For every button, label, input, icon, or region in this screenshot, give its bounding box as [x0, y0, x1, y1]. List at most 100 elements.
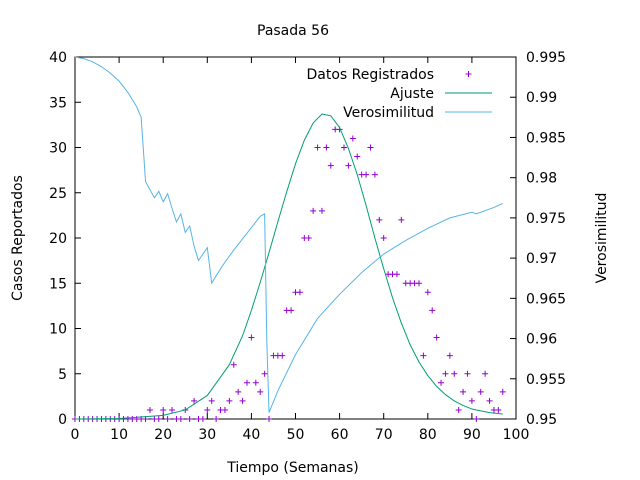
- data-point: [160, 406, 167, 413]
- data-point: [442, 370, 449, 377]
- data-point: [239, 397, 246, 404]
- axis-ticks: 0 10 20 30 40 50 60 70 80 90 100 0 5 10 15 20 25 30 35 40 0.…: [49, 50, 566, 443]
- data-point: [230, 361, 237, 368]
- data-point: [221, 406, 228, 413]
- y2-tick-label: 0.965: [526, 291, 566, 307]
- data-point: [257, 388, 264, 395]
- data-point: [433, 334, 440, 341]
- y2-tick-label: 0.95: [526, 412, 557, 428]
- data-point: [349, 135, 356, 142]
- x-tick-label: 80: [419, 427, 437, 443]
- y-tick-label: 5: [58, 367, 67, 383]
- data-point: [345, 162, 352, 169]
- legend-label: Verosimilitud: [343, 105, 434, 121]
- y2-tick-label: 0.975: [526, 211, 566, 227]
- chart-title: Pasada 56: [257, 23, 329, 39]
- x-tick-label: 40: [242, 427, 260, 443]
- data-point: [288, 307, 295, 314]
- data-point: [261, 370, 268, 377]
- data-point: [208, 397, 215, 404]
- data-point: [468, 397, 475, 404]
- data-point: [477, 388, 484, 395]
- y2-axis-label: Verosimilitud: [594, 193, 610, 284]
- data-point: [199, 416, 206, 422]
- data-point: [204, 406, 211, 413]
- data-point: [248, 334, 255, 341]
- data-point: [354, 153, 361, 160]
- y2-tick-label: 0.96: [526, 332, 557, 348]
- data-point: [363, 171, 370, 178]
- legend-label: Ajuste: [390, 86, 434, 102]
- data-point: [398, 216, 405, 223]
- data-point: [279, 352, 286, 359]
- data-point: [314, 144, 321, 151]
- data-point: [438, 379, 445, 386]
- data-point: [495, 406, 502, 413]
- data-point: [155, 416, 162, 422]
- data-point: [420, 352, 427, 359]
- data-point: [415, 280, 422, 287]
- data-point: [451, 370, 458, 377]
- data-point: [486, 397, 493, 404]
- y2-tick-label: 0.98: [526, 171, 557, 187]
- y2-tick-label: 0.985: [526, 130, 566, 146]
- data-point: [376, 216, 383, 223]
- x-tick-label: 90: [463, 427, 481, 443]
- data-point: [252, 379, 259, 386]
- data-point: [164, 416, 171, 422]
- data-point: [380, 235, 387, 241]
- data-point: [169, 406, 176, 413]
- x-tick-label: 10: [110, 427, 128, 443]
- y2-tick-label: 0.995: [526, 50, 566, 66]
- legend-point-sample: [465, 71, 472, 77]
- series-line-verosimilitud: [74, 56, 503, 413]
- x-tick-label: 50: [287, 427, 305, 443]
- data-point: [464, 370, 471, 377]
- x-tick-label: 60: [331, 427, 349, 443]
- data-point: [213, 416, 220, 422]
- data-point: [455, 406, 462, 413]
- data-point: [499, 388, 506, 395]
- y-axis-label: Casos Reportados: [10, 175, 26, 301]
- data-point: [146, 406, 153, 413]
- legend: Datos Registrados Ajuste Verosimilitud: [306, 67, 492, 121]
- y-tick-label: 40: [49, 50, 67, 66]
- x-tick-label: 70: [375, 427, 393, 443]
- x-tick-label: 20: [154, 427, 172, 443]
- y-tick-label: 35: [49, 95, 67, 111]
- data-point: [460, 388, 467, 395]
- data-point: [318, 207, 325, 214]
- y-tick-label: 30: [49, 141, 67, 157]
- y2-tick-label: 0.955: [526, 372, 566, 388]
- y-tick-label: 25: [49, 186, 67, 202]
- data-point: [243, 379, 250, 386]
- data-point: [266, 416, 273, 422]
- data-point: [310, 207, 317, 214]
- data-point: [226, 397, 233, 404]
- y-tick-label: 10: [49, 322, 67, 338]
- series-line-ajuste: [74, 113, 503, 420]
- y-tick-label: 20: [49, 231, 67, 247]
- data-point: [367, 144, 374, 151]
- data-point: [305, 235, 312, 241]
- data-point: [371, 171, 378, 178]
- data-point: [177, 416, 184, 422]
- y2-tick-label: 0.99: [526, 90, 557, 106]
- data-point: [482, 370, 489, 377]
- data-point: [191, 397, 198, 404]
- x-tick-label: 30: [198, 427, 216, 443]
- y-tick-label: 0: [58, 412, 67, 428]
- data-point: [393, 271, 400, 278]
- data-point: [235, 388, 242, 395]
- data-point: [296, 289, 303, 296]
- legend-label: Datos Registrados: [306, 67, 434, 83]
- data-point: [424, 289, 431, 296]
- data-point: [473, 416, 480, 422]
- x-tick-label: 100: [503, 427, 530, 443]
- data-point: [429, 307, 436, 314]
- data-point: [446, 352, 453, 359]
- y2-tick-label: 0.97: [526, 251, 557, 267]
- data-point: [323, 144, 330, 151]
- plot-marks: [72, 56, 506, 422]
